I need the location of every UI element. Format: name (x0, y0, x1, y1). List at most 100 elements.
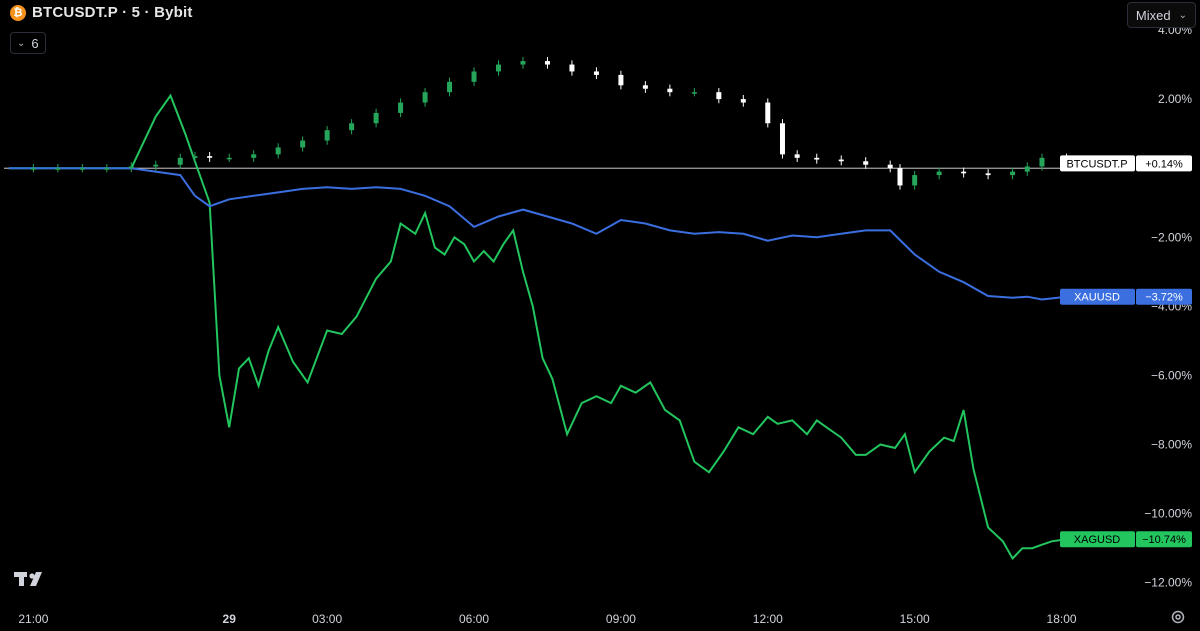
candle-body (207, 156, 213, 158)
btc-candle (496, 60, 502, 76)
candle-body (192, 156, 198, 158)
x-tick-label: 18:00 (1047, 612, 1077, 626)
btc-candle (398, 98, 404, 118)
series-price-tag: XAUUSD −3.72% (1060, 288, 1192, 305)
btc-candle (520, 56, 526, 69)
tradingview-logo[interactable] (14, 570, 50, 588)
candle-body (912, 175, 918, 186)
series-price-tag: XAGUSD −10.74% (1060, 531, 1192, 548)
series-value-label: −3.72% (1145, 292, 1183, 304)
btc-candle (422, 88, 428, 107)
candle-body (814, 157, 820, 160)
btc-candle (961, 167, 967, 178)
btc-candle (30, 164, 36, 173)
candle-body (422, 92, 428, 103)
candle-body (300, 140, 306, 148)
candle-body (55, 168, 61, 170)
xag-name-box (1060, 531, 1135, 548)
candle-body (691, 92, 697, 94)
candle-body (544, 61, 550, 65)
btc-candle (1010, 167, 1016, 180)
btc-candle (226, 153, 232, 162)
btc-candle (55, 164, 61, 173)
btc-candle (177, 153, 183, 169)
x-tick-label: 09:00 (606, 612, 636, 626)
btc-candle (544, 56, 550, 69)
btc-candle (936, 167, 942, 180)
y-tick-label: −12.00% (1144, 576, 1192, 590)
candle-body (1039, 157, 1045, 167)
btc-candle (251, 150, 257, 162)
x-tick-label: 15:00 (900, 612, 930, 626)
x-tick-label: 29 (223, 612, 237, 626)
candle-body (398, 102, 404, 113)
btc-candle (593, 67, 599, 80)
candle-body (794, 154, 800, 158)
candle-body (1024, 166, 1030, 172)
candle-body (740, 99, 746, 103)
btc-candle (779, 119, 785, 159)
scale-mode-dropdown[interactable]: Mixed ⌄ (1126, 2, 1196, 28)
series-price-tag: BTCUSDT.P +0.14% (1060, 155, 1192, 172)
candle-body (1010, 171, 1016, 176)
y-tick-label: −2.00% (1151, 230, 1192, 244)
candle-body (79, 168, 85, 170)
candle-body (324, 130, 330, 141)
series-value-label: +0.14% (1145, 158, 1183, 170)
bitcoin-icon: ₿ (10, 4, 26, 21)
candle-body (128, 166, 134, 169)
series-value-box (1136, 531, 1192, 548)
btc-candle (1024, 162, 1030, 176)
btc-candle (838, 155, 844, 166)
candle-body (593, 71, 599, 75)
btc-candle (740, 94, 746, 107)
candle-body (226, 157, 232, 160)
settings-gear-icon[interactable] (1170, 609, 1186, 625)
btc-candle (192, 151, 198, 162)
series-name-label: BTCUSDT.P (1066, 158, 1127, 170)
symbol-title[interactable]: BTCUSDT.P · 5 · Bybit (32, 4, 193, 21)
chart-header: ₿ BTCUSDT.P · 5 · Bybit (10, 4, 193, 21)
y-tick-label: −6.00% (1151, 368, 1192, 382)
candle-body (569, 64, 575, 72)
btc-name-box (1060, 155, 1135, 172)
btc-candle (324, 126, 330, 145)
btc-candle (716, 88, 722, 104)
btc-candle (897, 164, 903, 190)
chevron-down-icon: ⌄ (17, 37, 26, 49)
indicators-toggle-button[interactable]: ⌄ 6 (10, 32, 46, 54)
xau-name-box (1060, 288, 1135, 305)
candle-body (618, 74, 624, 86)
candle-body (642, 85, 648, 89)
y-tick-label: −8.00% (1151, 438, 1192, 452)
xauusd-line (8, 167, 1067, 301)
btc-candle (985, 169, 991, 180)
btc-candle (863, 157, 869, 169)
candle-body (838, 159, 844, 162)
chevron-down-icon: ⌄ (1178, 9, 1187, 21)
btc-candle (79, 164, 85, 173)
candle-body (667, 88, 673, 93)
xagusd-line (8, 93, 1067, 561)
y-tick-label: −10.00% (1144, 507, 1192, 521)
candle-body (349, 123, 355, 131)
btc-candle (642, 81, 648, 93)
candle-body (447, 81, 453, 93)
candle-body (961, 171, 967, 174)
candle-body (887, 164, 893, 169)
btc-candle (373, 108, 379, 128)
btc-candle (1039, 153, 1045, 171)
btc-candle (794, 150, 800, 162)
candle-body (897, 168, 903, 186)
series-name-label: XAGUSD (1074, 534, 1121, 546)
indicator-count: 6 (31, 35, 39, 51)
series-value-label: −10.74% (1142, 534, 1186, 546)
candle-body (251, 154, 257, 158)
btc-candle (814, 153, 820, 164)
x-tick-label: 21:00 (18, 612, 48, 626)
btc-candle (349, 119, 355, 135)
candle-body (153, 164, 159, 167)
series-name-label: XAUUSD (1074, 292, 1120, 304)
candle-body (863, 161, 869, 165)
